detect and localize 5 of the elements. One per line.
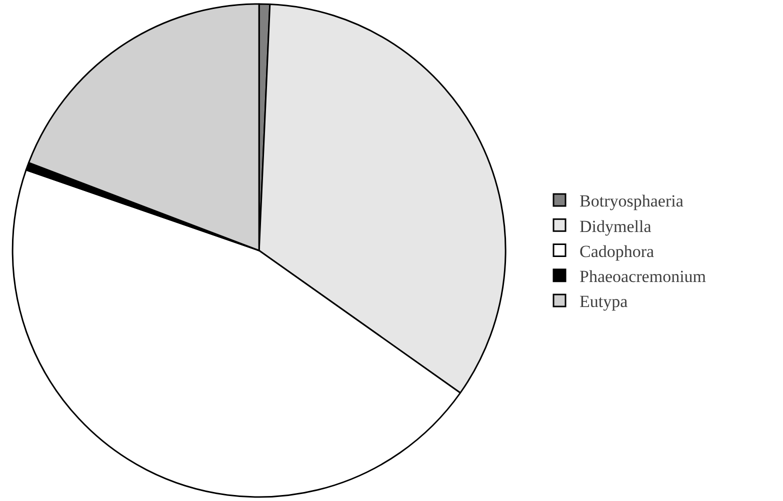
legend-label: Botryosphaeria xyxy=(580,192,684,211)
legend-label: Phaeoacremonium xyxy=(580,266,706,286)
legend-label: Didymella xyxy=(580,216,652,236)
legend-label: Cadophora xyxy=(580,242,655,261)
legend-label: Eutypa xyxy=(580,292,628,312)
